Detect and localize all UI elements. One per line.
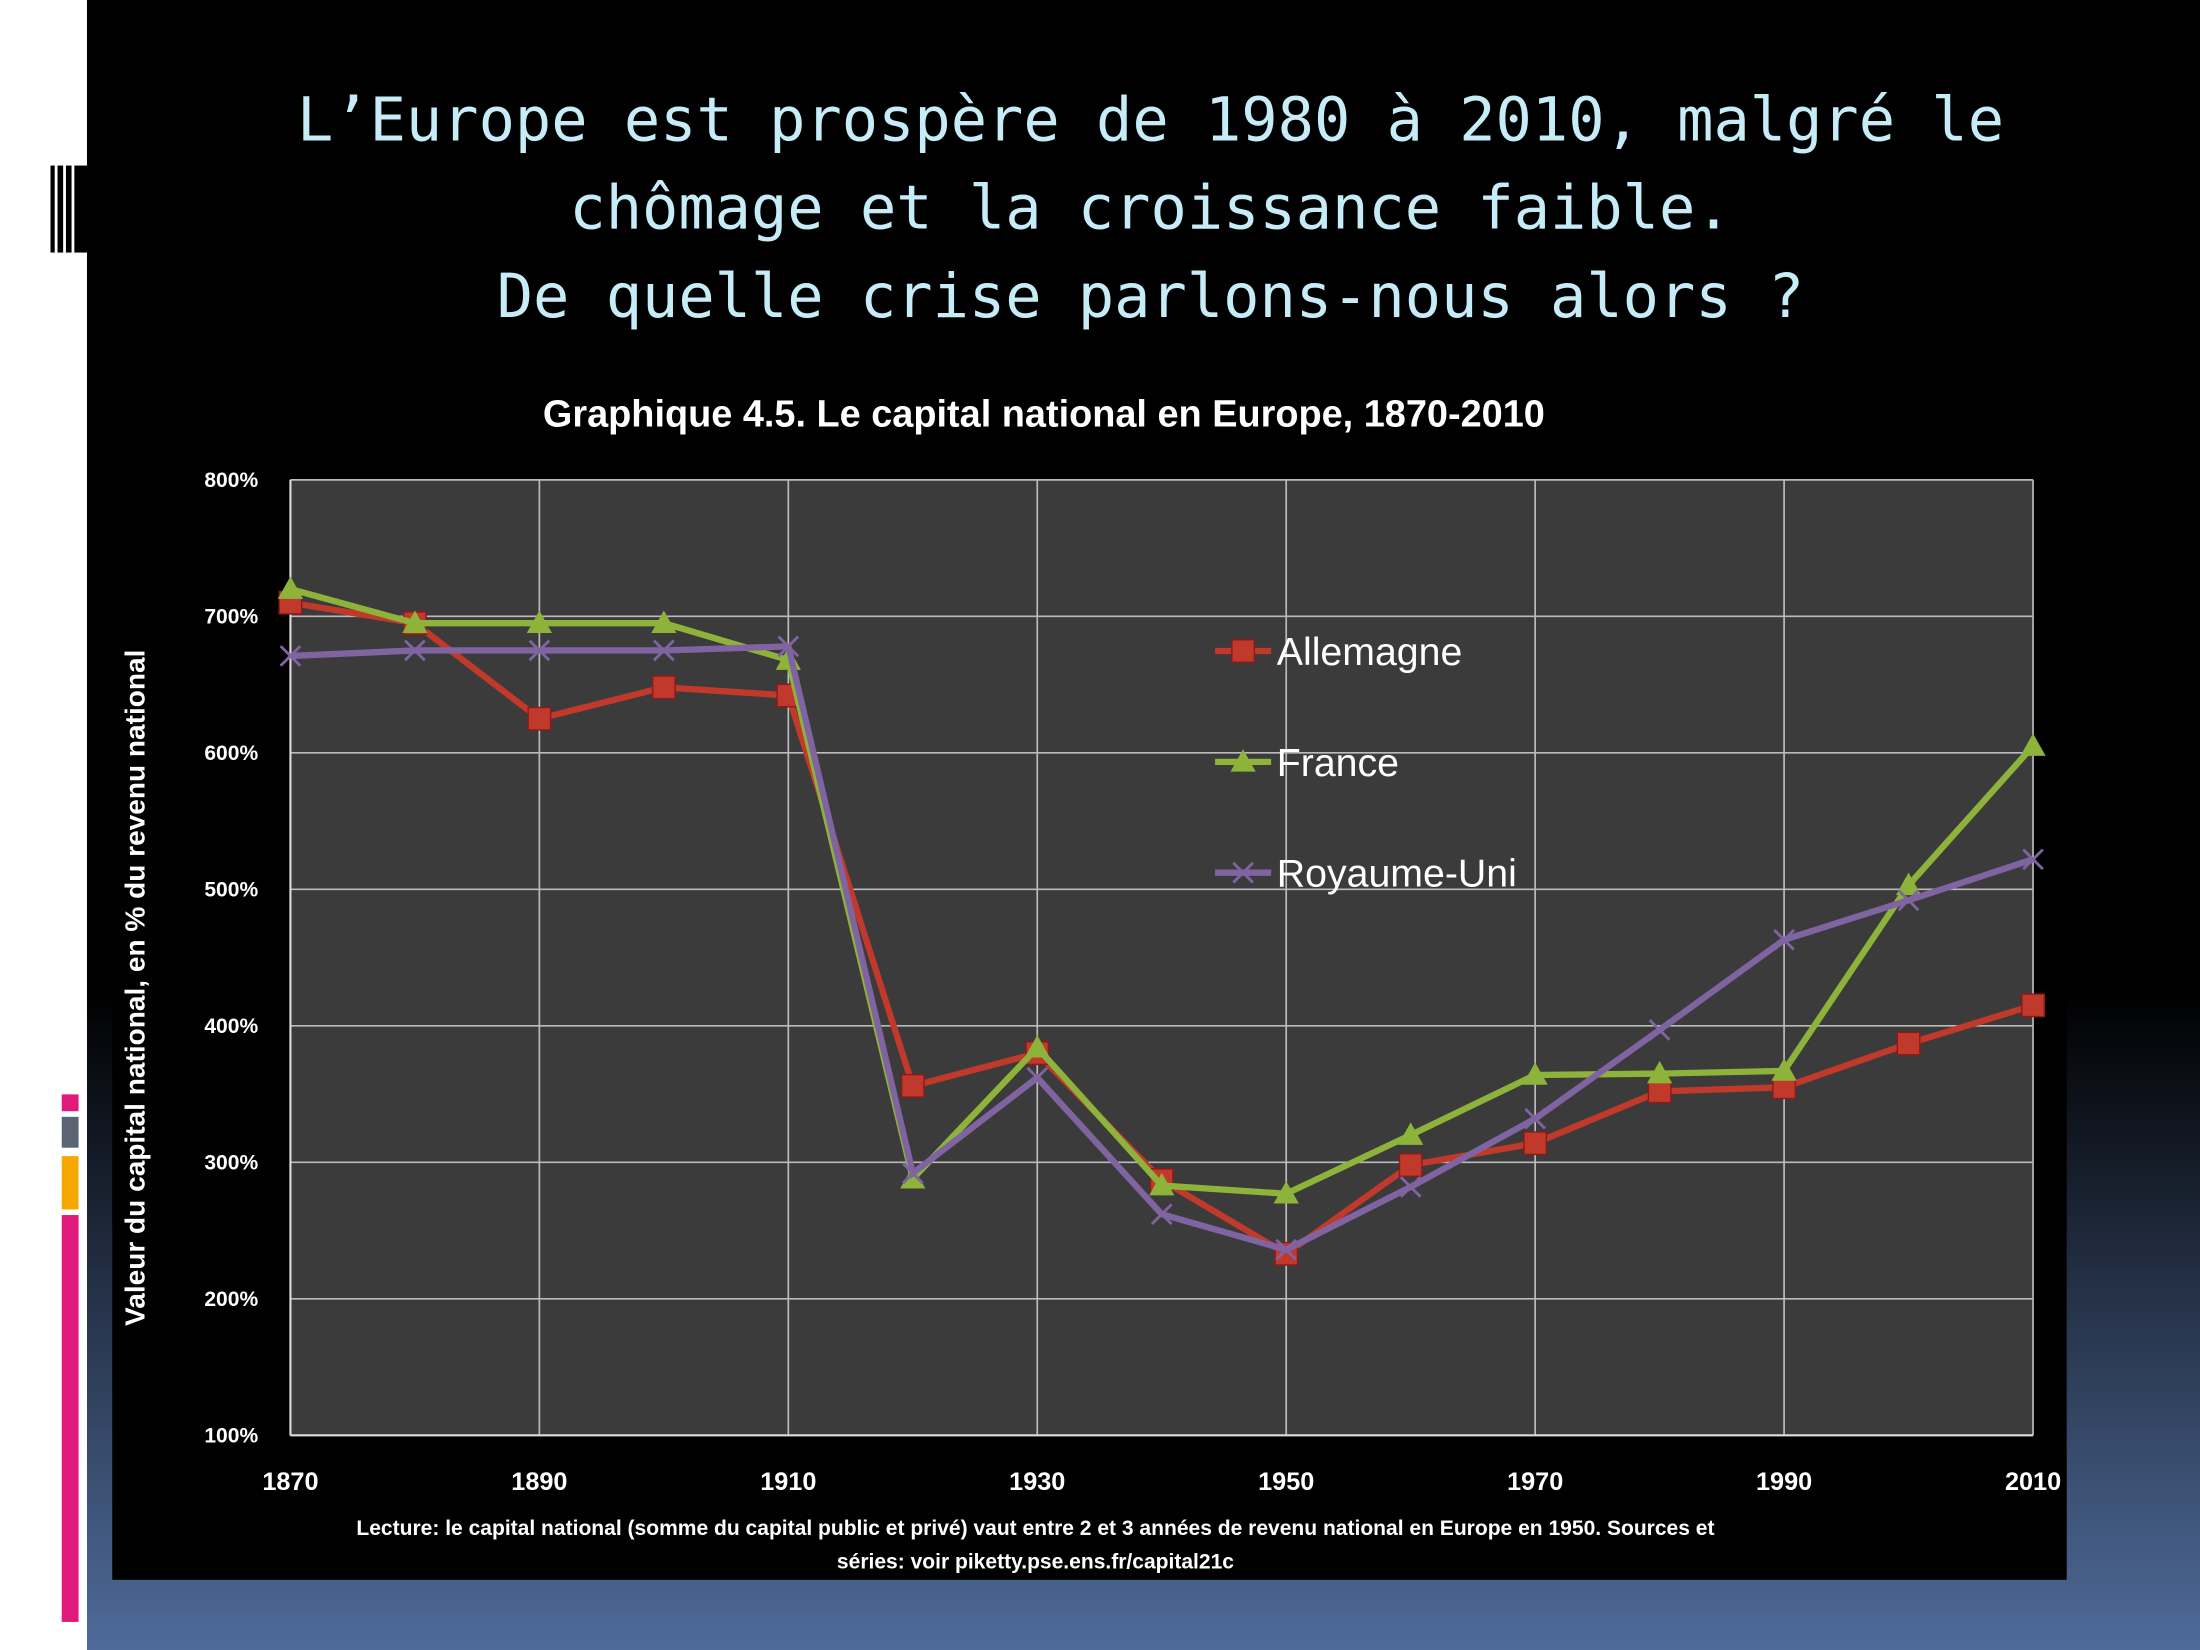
marker <box>1646 1060 1673 1084</box>
y-axis-label: Valeur du capital national, en % du reve… <box>120 650 151 1326</box>
note: séries: voir piketty.pse.ens.fr/capital2… <box>837 1551 1234 1574</box>
marker <box>526 610 553 633</box>
marker <box>1398 1122 1424 1145</box>
marker <box>651 610 677 633</box>
legend-label: Allemagne <box>1277 630 1463 674</box>
plot-area <box>290 479 2034 1436</box>
marker <box>777 635 800 658</box>
marker <box>1231 639 1256 663</box>
chart-title: Graphique 4.5. Le capital national en Eu… <box>543 394 1545 436</box>
marker <box>1026 1066 1049 1089</box>
slide-title: chômage et la croissance faible. <box>569 174 1731 244</box>
marker <box>1273 1181 1299 1204</box>
y-tick-label: 500% <box>204 878 258 901</box>
marker <box>1648 1019 1671 1041</box>
x-tick-label: 2010 <box>2005 1468 2061 1496</box>
x-tick-label: 1990 <box>1756 1468 1812 1496</box>
x-tick-label: 1910 <box>760 1468 816 1496</box>
marker <box>2021 993 2045 1018</box>
marker <box>1024 1035 1050 1058</box>
y-tick-label: 200% <box>204 1288 258 1311</box>
marker <box>2020 733 2046 756</box>
marker <box>1230 749 1256 772</box>
y-tick-label: 300% <box>204 1151 258 1174</box>
marker <box>901 1162 924 1185</box>
marker <box>404 639 426 662</box>
marker <box>2022 848 2044 871</box>
marker <box>402 610 428 633</box>
y-tick-label: 700% <box>204 605 258 628</box>
note: Lecture: le capital national (somme du c… <box>356 1517 1714 1540</box>
marker <box>1896 1031 1921 1056</box>
marker <box>1773 929 1795 951</box>
slide-title: De quelle crise parlons-nous alors ? <box>497 262 1805 332</box>
x-tick-label: 1890 <box>511 1468 567 1496</box>
marker <box>651 675 676 700</box>
y-tick-label: 600% <box>204 742 258 765</box>
marker <box>1771 1058 1797 1081</box>
marker <box>528 639 551 662</box>
y-tick-label: 800% <box>204 469 258 492</box>
x-tick-label: 1950 <box>1258 1468 1314 1496</box>
marker <box>527 706 552 731</box>
marker <box>1897 889 1920 912</box>
slide-title: L’Europe est prospère de 1980 à 2010, ma… <box>297 85 2004 155</box>
y-tick-label: 400% <box>204 1015 258 1038</box>
decoration <box>50 165 87 1622</box>
marker <box>900 1073 925 1098</box>
marker <box>1150 1203 1173 1226</box>
marker <box>1399 1176 1422 1198</box>
marker <box>1149 1172 1175 1196</box>
marker <box>1895 872 1922 896</box>
marker <box>1398 1153 1423 1177</box>
x-tick-label: 1930 <box>1009 1468 1065 1496</box>
marker <box>1275 1238 1298 1261</box>
marker <box>1523 1131 1548 1156</box>
marker <box>900 1166 926 1189</box>
y-tick-label: 100% <box>204 1424 258 1447</box>
marker <box>277 576 304 599</box>
marker <box>1524 1107 1546 1130</box>
marker <box>1647 1079 1672 1104</box>
legend-label: Royaume-Uni <box>1277 852 1517 896</box>
marker <box>1232 861 1254 884</box>
marker <box>1522 1062 1548 1085</box>
legend-label: France <box>1277 741 1399 785</box>
x-tick-label: 1870 <box>262 1468 318 1496</box>
marker <box>653 639 675 662</box>
marker <box>279 645 302 667</box>
x-tick-label: 1970 <box>1507 1468 1563 1496</box>
